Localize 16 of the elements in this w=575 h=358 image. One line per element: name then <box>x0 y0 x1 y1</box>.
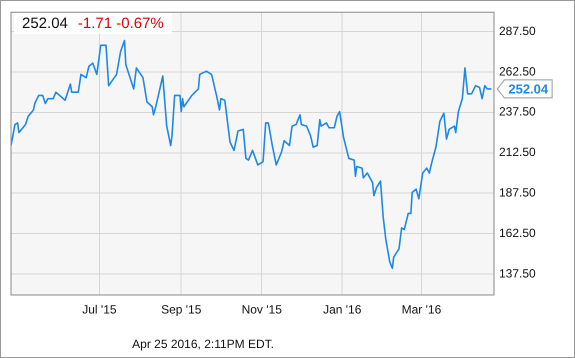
chart-subtitle: -1.71 -0.67% <box>78 15 164 32</box>
x-tick-label: Jan '16 <box>323 302 362 317</box>
x-tick-label: Mar '16 <box>402 302 442 317</box>
y-tick-label: 287.50 <box>499 24 536 38</box>
y-tick-label: 212.50 <box>499 145 536 160</box>
text: Apr 25 2016, 2:11PM EDT. <box>132 337 274 351</box>
y-tick-label: 137.50 <box>499 266 536 280</box>
chart-title: 252.04 <box>22 15 68 32</box>
y-tick-label: 262.50 <box>499 64 536 78</box>
y-tick-label: 162.50 <box>499 226 536 240</box>
annotation: 252.04 <box>508 81 549 96</box>
x-tick-label: Jul '15 <box>82 302 117 317</box>
y-tick-label: 187.50 <box>499 186 536 200</box>
y-tick-label: 237.50 <box>499 104 536 119</box>
x-tick-label: Nov '15 <box>242 302 282 317</box>
x-tick-label: Sep '15 <box>161 302 202 317</box>
